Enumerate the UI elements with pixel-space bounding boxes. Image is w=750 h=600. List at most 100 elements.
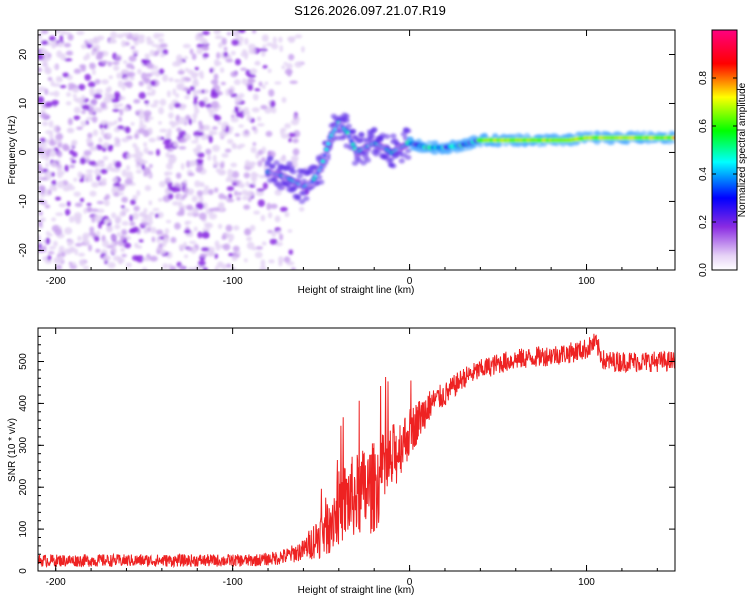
noise-speckle bbox=[138, 80, 144, 87]
noise-speckle bbox=[55, 76, 63, 80]
noise-speckle bbox=[84, 39, 89, 45]
noise-speckle bbox=[135, 169, 143, 174]
noise-speckle bbox=[74, 202, 83, 208]
noise-speckle bbox=[134, 110, 141, 115]
noise-speckle bbox=[211, 100, 220, 109]
noise-speckle bbox=[107, 61, 113, 67]
noise-speckle bbox=[66, 201, 71, 207]
noise-speckle bbox=[188, 118, 193, 125]
heatmap-y-tick-label: 20 bbox=[18, 48, 29, 60]
noise-speckle bbox=[96, 51, 104, 59]
noise-speckle bbox=[173, 140, 179, 148]
colorbar-gradient bbox=[711, 29, 738, 271]
noise-speckle bbox=[204, 185, 210, 190]
noise-speckle bbox=[48, 120, 54, 128]
noise-speckle bbox=[169, 265, 177, 270]
noise-speckle bbox=[194, 107, 200, 115]
noise-speckle bbox=[67, 117, 73, 126]
noise-speckle bbox=[253, 210, 261, 215]
snr-series-line bbox=[38, 333, 675, 569]
noise-speckle bbox=[211, 207, 220, 212]
noise-speckle bbox=[257, 160, 263, 167]
noise-speckle bbox=[207, 154, 212, 161]
noise-speckle bbox=[123, 242, 132, 249]
noise-speckle bbox=[138, 111, 144, 120]
noise-speckle bbox=[137, 128, 146, 134]
noise-speckle bbox=[40, 147, 49, 152]
noise-speckle bbox=[202, 188, 209, 195]
noise-speckle bbox=[72, 88, 80, 93]
noise-speckle bbox=[77, 235, 82, 242]
noise-speckle bbox=[199, 73, 204, 80]
noise-speckle bbox=[156, 229, 164, 236]
ridge-glow bbox=[290, 169, 297, 175]
noise-speckle bbox=[71, 159, 77, 164]
noise-speckle bbox=[129, 221, 136, 227]
noise-speckle bbox=[218, 193, 225, 200]
noise-speckle bbox=[121, 196, 129, 203]
heatmap-x-tick-label: 100 bbox=[578, 276, 595, 287]
snr-y-tick-label: 300 bbox=[18, 437, 29, 454]
noise-speckle bbox=[168, 102, 175, 111]
noise-speckle bbox=[159, 128, 168, 133]
noise-speckle bbox=[214, 240, 220, 248]
noise-speckle bbox=[184, 133, 191, 141]
noise-speckle bbox=[194, 180, 201, 188]
noise-speckle bbox=[108, 39, 117, 44]
noise-speckle bbox=[146, 62, 154, 69]
noise-speckle bbox=[254, 88, 261, 92]
noise-speckle bbox=[122, 106, 130, 112]
noise-speckle bbox=[178, 137, 187, 143]
noise-speckle bbox=[101, 60, 109, 64]
noise-speckle bbox=[73, 97, 78, 102]
noise-speckle bbox=[261, 241, 267, 246]
noise-speckle bbox=[234, 133, 240, 137]
noise-speckle bbox=[267, 68, 272, 74]
snr-axes: -200 -100 0 100 0 100 200 300 400 500 bbox=[18, 327, 675, 588]
noise-speckle bbox=[158, 180, 166, 188]
ridge-glow bbox=[269, 163, 276, 169]
noise-speckle bbox=[148, 200, 153, 206]
noise-speckle bbox=[168, 112, 174, 119]
noise-speckle bbox=[202, 267, 208, 270]
noise-speckle bbox=[62, 143, 69, 151]
noise-speckle bbox=[126, 164, 131, 171]
noise-speckle bbox=[118, 96, 126, 101]
noise-speckle bbox=[67, 240, 72, 247]
noise-speckle bbox=[130, 199, 136, 206]
noise-speckle bbox=[133, 41, 139, 46]
noise-speckle bbox=[212, 154, 217, 162]
noise-speckle bbox=[102, 155, 109, 161]
noise-speckle bbox=[111, 212, 117, 219]
noise-speckle bbox=[195, 159, 204, 166]
noise-speckle bbox=[86, 137, 93, 144]
noise-speckle bbox=[222, 243, 231, 251]
noise-speckle bbox=[230, 50, 236, 56]
noise-speckle bbox=[249, 68, 258, 75]
noise-speckle bbox=[60, 53, 67, 61]
noise-speckle bbox=[167, 193, 174, 200]
ridge-glow bbox=[368, 134, 376, 140]
noise-speckle bbox=[144, 100, 150, 104]
noise-speckle bbox=[62, 72, 70, 78]
noise-speckle bbox=[55, 196, 61, 201]
noise-speckle bbox=[241, 78, 248, 85]
noise-speckle bbox=[53, 125, 58, 132]
heatmap-x-tick-label: 0 bbox=[407, 276, 413, 287]
ridge-core bbox=[319, 165, 323, 169]
ridge-glow bbox=[670, 131, 675, 137]
noise-speckle bbox=[48, 189, 52, 196]
noise-speckle bbox=[195, 33, 200, 41]
noise-speckle bbox=[174, 222, 181, 230]
noise-speckle bbox=[66, 183, 73, 187]
noise-speckle bbox=[202, 53, 209, 58]
noise-speckle bbox=[257, 123, 265, 127]
noise-speckle bbox=[38, 96, 45, 104]
noise-speckle bbox=[292, 148, 300, 156]
noise-speckle bbox=[164, 176, 172, 183]
noise-speckle bbox=[252, 142, 257, 146]
noise-speckle bbox=[155, 148, 161, 157]
noise-speckle bbox=[278, 260, 283, 267]
noise-speckle bbox=[83, 55, 88, 61]
noise-speckle bbox=[158, 38, 165, 43]
